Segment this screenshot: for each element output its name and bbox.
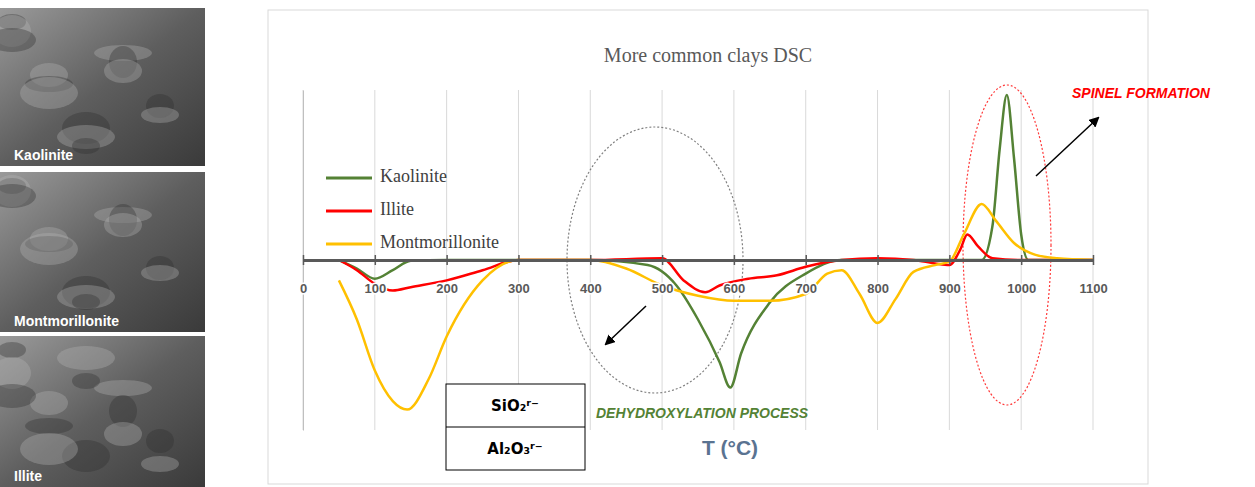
image-texture	[104, 213, 142, 237]
image-texture	[20, 233, 78, 265]
image-texture	[72, 373, 100, 389]
image-texture	[72, 138, 100, 154]
x-tick-label: 1000	[1007, 281, 1036, 296]
x-tick-label: 400	[580, 281, 602, 296]
x-tick-mark	[1021, 255, 1023, 265]
image-texture	[57, 285, 115, 309]
x-tick-mark	[446, 255, 448, 265]
x-tick: 200	[436, 255, 458, 296]
image-panels: Kaolinite Montmorillonite Illite	[0, 8, 205, 487]
x-tick-mark	[590, 255, 592, 265]
x-tick: 1100	[1079, 255, 1107, 296]
legend: Kaolinite Illite Montmorillonite	[326, 166, 499, 252]
image-texture	[25, 418, 73, 434]
x-tick-label: 600	[724, 281, 746, 296]
x-axis-line	[304, 259, 1094, 262]
oxide-box-divider	[446, 427, 585, 428]
image-texture	[104, 59, 142, 83]
x-tick: 700	[795, 255, 817, 296]
x-tick-label: 300	[508, 281, 530, 296]
image-texture	[0, 184, 36, 208]
image-texture	[141, 107, 179, 123]
image-texture	[141, 265, 179, 281]
image-texture	[0, 384, 36, 408]
image-texture	[0, 28, 36, 52]
image-texture	[57, 346, 115, 370]
figure: Kaolinite Montmorillonite Illite 0 100 200 300…	[0, 0, 1255, 487]
x-tick-label: 500	[652, 281, 674, 296]
chart-title: More common clays DSC	[604, 44, 812, 67]
x-tick-label: 1100	[1079, 281, 1107, 296]
image-label: Illite	[14, 468, 42, 484]
annotation-arrow	[606, 306, 646, 344]
grid-line	[303, 90, 304, 430]
series-line	[339, 95, 1093, 387]
x-tick-mark	[303, 255, 305, 265]
image-texture	[0, 342, 26, 358]
legend-label: Illite	[380, 199, 414, 219]
x-tick-mark	[518, 255, 520, 265]
image-label: Montmorillonite	[14, 313, 119, 329]
x-tick-mark	[877, 255, 879, 265]
x-axis-title: T (°C)	[702, 436, 758, 459]
legend-swatch	[326, 177, 372, 180]
plot-lines	[339, 95, 1093, 410]
oxide-box: SiO₂ʳ⁻ Al₂O₃ʳ⁻	[446, 384, 585, 470]
legend-label: Kaolinite	[380, 166, 447, 186]
legend-swatch	[326, 243, 372, 246]
image-texture	[146, 429, 174, 453]
annotation: DEHYDROXYLATION PROCESS	[596, 405, 809, 421]
image-texture	[20, 433, 78, 465]
x-tick-label: 900	[939, 281, 961, 296]
x-tick-mark	[949, 255, 951, 265]
image-texture	[94, 380, 152, 396]
x-tick: 0	[300, 255, 307, 296]
x-tick: 400	[580, 255, 602, 296]
chart-frame	[268, 10, 1148, 484]
x-tick: 600	[724, 255, 746, 296]
x-tick-label: 700	[795, 281, 817, 296]
x-tick-label: 800	[867, 281, 889, 296]
annotation-arrow	[1036, 118, 1098, 176]
y-axis-line	[303, 91, 304, 431]
image-texture	[20, 77, 78, 109]
legend-swatch	[326, 210, 372, 213]
x-tick: 800	[867, 255, 889, 296]
x-tick: 1000	[1007, 255, 1036, 296]
oxide-label: Al₂O₃ʳ⁻	[487, 440, 542, 458]
x-tick-mark	[375, 255, 377, 265]
x-tick-mark	[805, 255, 807, 265]
image-label: Kaolinite	[14, 147, 73, 163]
x-axis: 0 100 200 300 400 500 600 700 800 900 1000 1100	[300, 255, 1108, 296]
x-tick: 900	[939, 255, 961, 296]
x-tick-mark	[662, 255, 664, 265]
image-texture	[72, 294, 100, 310]
oxide-label: SiO₂ʳ⁻	[491, 397, 539, 415]
x-tick-label: 100	[364, 281, 386, 296]
x-tick: 100	[364, 255, 386, 296]
x-tick-mark	[734, 255, 736, 265]
x-tick-mark	[1093, 255, 1095, 265]
annotation: SPINEL FORMATION	[1072, 85, 1211, 101]
y-axis	[303, 91, 304, 431]
image-texture	[104, 422, 142, 446]
x-tick: 300	[508, 255, 530, 296]
x-tick: 500	[652, 255, 674, 296]
image-texture	[141, 456, 179, 472]
image-panel	[0, 336, 205, 487]
grid	[303, 90, 1093, 430]
x-tick-label: 0	[300, 281, 307, 296]
legend-label: Montmorillonite	[380, 232, 499, 252]
series-line	[339, 204, 1093, 410]
oxide-box-frame	[446, 384, 585, 470]
x-tick-label: 200	[436, 281, 458, 296]
